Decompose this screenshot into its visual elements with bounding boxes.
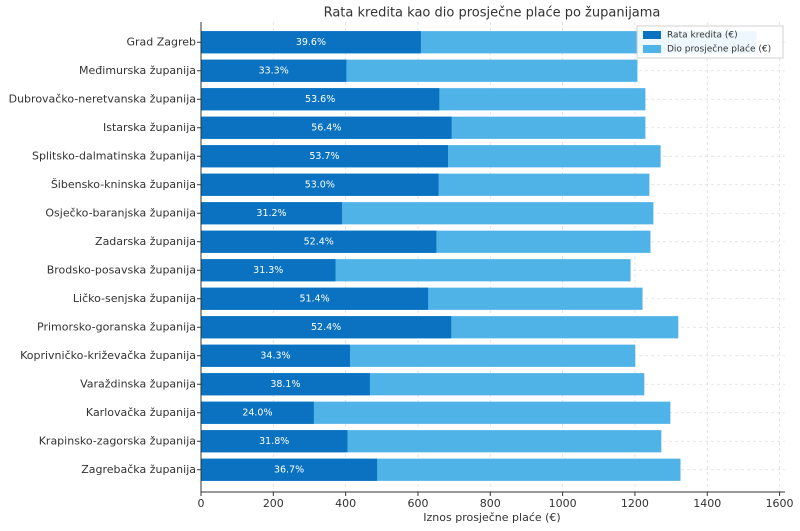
bar (201, 401, 671, 424)
x-tick-label: 600 (407, 497, 428, 510)
bar-label: 31.2% (256, 208, 286, 219)
y-tick-label: Zagrebačka županija (81, 463, 196, 476)
y-tick-label: Međimurska županija (79, 64, 196, 77)
bar (201, 202, 343, 225)
legend-swatch (643, 45, 661, 53)
bar-label: 34.3% (260, 350, 290, 361)
bar-label: 53.7% (309, 151, 339, 162)
y-tick-label: Varaždinska županija (80, 377, 196, 390)
y-tick-label: Koprivničko-križevačka županija (20, 349, 196, 362)
bar-label: 39.6% (296, 37, 326, 48)
bar (201, 173, 439, 196)
y-tick-label: Dubrovačko-neretvanska županija (9, 92, 196, 105)
chart-title: Rata kredita kao dio prosječne plaće po … (324, 6, 661, 21)
bar (201, 316, 452, 339)
y-tick-label: Karlovačka županija (86, 406, 196, 419)
y-tick-label: Zadarska županija (95, 235, 196, 248)
y-tick-label: Osječko-baranjska županija (45, 206, 196, 219)
x-tick-label: 0 (198, 497, 205, 510)
legend-label: Rata kredita (€) (667, 31, 738, 41)
bar (201, 230, 437, 253)
y-tick-label: Splitsko-dalmatinska županija (32, 149, 196, 162)
bar-label: 24.0% (242, 407, 272, 418)
bar (201, 458, 378, 481)
x-tick-label: 1200 (621, 497, 649, 510)
bar (201, 259, 336, 282)
legend-swatch (643, 31, 661, 39)
bar-label: 52.4% (311, 322, 341, 333)
bar-label: 56.4% (311, 122, 341, 133)
y-tick-label: Brodsko-posavska županija (47, 263, 196, 276)
bar-label: 52.4% (304, 236, 334, 247)
bar (201, 430, 348, 453)
x-tick-label: 200 (263, 497, 284, 510)
y-tick-label: Primorsko-goranska županija (37, 320, 196, 333)
bar-label: 33.3% (259, 65, 289, 76)
y-tick-label: Istarska županija (103, 121, 196, 134)
bar (201, 116, 452, 139)
bar-label: 31.3% (253, 265, 283, 276)
bar (201, 344, 350, 367)
bar (201, 31, 421, 54)
y-tick-label: Šibensko-kninska županija (51, 178, 196, 191)
bar (201, 145, 448, 168)
y-tick-label: Ličko-senjska županija (73, 292, 196, 305)
x-tick-label: 800 (480, 497, 501, 510)
x-tick-label: 1400 (693, 497, 721, 510)
x-tick-label: 1000 (549, 497, 577, 510)
y-tick-label: Krapinsko-zagorska županija (39, 434, 196, 447)
bar (201, 401, 314, 424)
bar-label: 31.8% (259, 436, 289, 447)
bar-label: 53.0% (305, 179, 335, 190)
bar (201, 59, 347, 82)
legend-label: Dio prosječne plaće (€) (667, 44, 771, 55)
y-tick-label: Grad Zagreb (126, 35, 196, 48)
bar-label: 51.4% (299, 293, 329, 304)
x-axis-label: Iznos prosječne plaće (€) (423, 511, 560, 524)
x-tick-label: 1600 (766, 497, 794, 510)
bar-label: 36.7% (274, 464, 304, 475)
bar-label: 38.1% (270, 379, 300, 390)
bar (201, 88, 440, 111)
x-tick-label: 400 (335, 497, 356, 510)
legend-box (636, 25, 784, 59)
bar (201, 373, 370, 396)
bar (201, 287, 429, 310)
bar-label: 53.6% (305, 94, 335, 105)
